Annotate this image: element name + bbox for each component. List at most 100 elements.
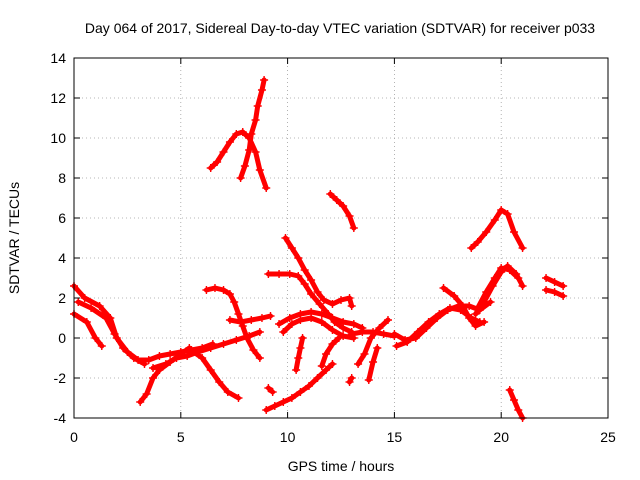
series-trace-7: [227, 313, 273, 325]
y-tick-labels: -4 -2 0 2 4 6 8 10 12 14: [50, 50, 66, 426]
y-tick-label: 2: [58, 290, 66, 306]
data-point: [505, 386, 514, 394]
y-tick-label: 10: [50, 130, 66, 146]
data-point: [490, 274, 499, 282]
data-point: [379, 330, 388, 338]
series-trace-5: [191, 349, 241, 401]
x-axis-label: GPS time / hours: [288, 458, 395, 474]
axis-ticks: [73, 57, 609, 419]
series-trace-17: [319, 335, 342, 369]
data-point: [260, 76, 269, 84]
data-point: [161, 360, 170, 368]
data-point: [300, 280, 309, 288]
data-point: [279, 398, 288, 406]
y-tick-label: 12: [50, 90, 66, 106]
data-point: [328, 314, 337, 322]
y-tick-label: 0: [58, 330, 66, 346]
data-point: [317, 362, 326, 370]
data-point: [559, 282, 568, 290]
data-point: [285, 270, 294, 278]
data-point: [375, 324, 384, 332]
data-point: [189, 348, 198, 356]
series-trace-18: [327, 191, 357, 231]
data-point: [307, 276, 316, 284]
data-point: [185, 344, 194, 352]
data-point: [337, 296, 345, 304]
data-point: [238, 128, 247, 136]
data-point: [119, 344, 128, 352]
data-point: [550, 278, 559, 286]
data-point: [144, 356, 153, 364]
data-point: [328, 300, 337, 308]
data-point: [304, 382, 313, 390]
series-trace-4: [150, 329, 263, 371]
data-point: [287, 394, 296, 402]
x-tick-labels: 0 5 10 15 20 25: [70, 429, 616, 445]
data-point: [243, 334, 252, 342]
data-point: [230, 298, 239, 306]
series-trace-26: [468, 207, 526, 251]
data-point: [198, 354, 207, 362]
data-point: [403, 338, 412, 346]
data-point: [149, 364, 158, 372]
data-point: [313, 374, 322, 382]
data-point: [471, 322, 480, 330]
data-point: [313, 288, 322, 296]
data-point: [347, 374, 356, 382]
data-point: [215, 378, 224, 386]
data-point: [514, 274, 523, 282]
data-point: [80, 294, 89, 302]
data-point: [296, 344, 305, 352]
data-point: [514, 406, 523, 414]
data-point: [510, 228, 519, 236]
data-point: [300, 266, 309, 274]
data-point: [140, 360, 149, 368]
data-point: [473, 238, 482, 246]
data-point: [279, 328, 288, 336]
data-point: [369, 358, 378, 366]
data-point: [315, 300, 324, 308]
data-point: [322, 366, 331, 374]
data-point: [349, 224, 358, 232]
data-point: [339, 202, 348, 210]
data-point: [334, 334, 343, 342]
data-point: [183, 352, 192, 360]
data-point: [287, 244, 296, 252]
data-point: [210, 284, 219, 292]
data-point: [373, 344, 382, 352]
data-point: [251, 116, 260, 124]
data-point: [236, 318, 245, 326]
data-traces: [70, 76, 568, 422]
data-point: [275, 320, 284, 328]
x-tick-label: 5: [177, 429, 185, 445]
data-point: [255, 166, 264, 174]
data-point: [236, 174, 245, 182]
data-point: [322, 350, 331, 358]
data-point: [296, 388, 305, 396]
data-point: [482, 228, 491, 236]
data-point: [345, 212, 354, 220]
data-point: [518, 282, 527, 290]
data-point: [390, 330, 399, 338]
data-point: [458, 302, 467, 310]
data-point: [240, 162, 249, 170]
data-point: [225, 316, 234, 324]
series-trace-1: [71, 311, 105, 349]
data-point: [482, 288, 491, 296]
series-trace-6: [203, 285, 263, 361]
data-point: [219, 340, 228, 348]
data-point: [471, 310, 480, 318]
data-point: [253, 102, 262, 110]
x-tick-label: 25: [600, 429, 616, 445]
y-tick-label: -4: [54, 410, 67, 426]
data-point: [245, 146, 254, 154]
data-point: [542, 274, 551, 282]
data-point: [172, 354, 181, 362]
data-point: [424, 318, 433, 326]
data-point: [347, 330, 356, 338]
data-point: [266, 312, 275, 320]
data-point: [542, 286, 551, 294]
y-tick-label: 8: [58, 170, 66, 186]
data-point: [392, 342, 401, 350]
data-point: [225, 290, 234, 298]
